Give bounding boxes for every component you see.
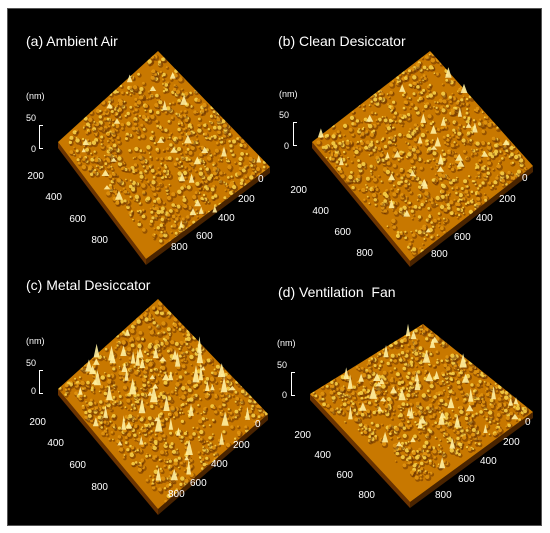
z-tick: 50	[25, 113, 36, 123]
panel-ventilation-fan: (d) Ventilation Fan (nm) 50 0 200 400 60…	[275, 264, 542, 519]
panel-ambient-air: (a) Ambient Air (nm) 50 0 200 400 600 80…	[8, 9, 275, 265]
right-axis-tick: 400	[218, 213, 235, 224]
z-axis-bracket	[39, 125, 43, 149]
z-tick: 50	[276, 360, 287, 370]
right-axis-tick: 0	[258, 174, 264, 185]
right-axis-tick: 0	[525, 417, 531, 428]
left-axis-tick: 400	[47, 438, 64, 449]
panel-title: (d) Ventilation Fan	[278, 284, 396, 300]
left-axis-tick: 200	[27, 171, 44, 182]
left-axis-tick: 600	[336, 470, 353, 481]
z-tick: 0	[283, 141, 289, 151]
right-axis-tick: 200	[238, 194, 255, 205]
left-axis-tick: 200	[29, 417, 46, 428]
right-axis-tick: 800	[435, 490, 452, 501]
z-axis-unit: (nm)	[279, 89, 298, 99]
left-axis-tick: 200	[294, 430, 311, 441]
left-axis-tick: 800	[91, 482, 108, 493]
right-axis-tick: 200	[233, 440, 250, 451]
left-axis-tick: 600	[69, 214, 86, 225]
afm-figure: (a) Ambient Air (nm) 50 0 200 400 600 80…	[7, 8, 542, 526]
z-tick: 0	[30, 144, 36, 154]
right-axis-tick: 400	[211, 459, 228, 470]
z-tick: 50	[278, 110, 289, 120]
left-axis-tick: 800	[356, 248, 373, 259]
left-axis-tick: 200	[290, 185, 307, 196]
right-axis-tick: 0	[255, 419, 261, 430]
right-axis-tick: 800	[171, 242, 188, 253]
right-axis-tick: 400	[480, 456, 497, 467]
right-axis-tick: 400	[476, 213, 493, 224]
right-axis-tick: 800	[168, 489, 185, 500]
left-axis-tick: 600	[69, 460, 86, 471]
panel-clean-desiccator: (b) Clean Desiccator (nm) 50 0 200 400 6…	[275, 9, 542, 267]
panel-title: (b) Clean Desiccator	[278, 33, 406, 49]
right-axis-tick: 600	[454, 232, 471, 243]
z-tick: 0	[281, 390, 287, 400]
right-axis-tick: 600	[458, 474, 475, 485]
right-axis-tick: 800	[431, 249, 448, 260]
z-axis-unit: (nm)	[26, 336, 45, 346]
panel-metal-desiccator: (c) Metal Desiccator (nm) 50 0 200 400 6…	[8, 264, 275, 519]
right-axis-tick: 600	[196, 231, 213, 242]
left-axis-tick: 400	[312, 206, 329, 217]
afm-surface-plot	[310, 323, 533, 508]
z-axis-unit: (nm)	[26, 91, 45, 101]
afm-surface-plot	[58, 299, 268, 515]
afm-surface-plot	[312, 51, 533, 267]
right-axis-tick: 200	[499, 194, 516, 205]
z-tick: 50	[25, 358, 36, 368]
right-axis-tick: 0	[522, 173, 528, 184]
z-axis-bracket	[291, 372, 295, 396]
left-axis-tick: 800	[358, 490, 375, 501]
z-axis-bracket	[39, 370, 43, 394]
left-axis-tick: 800	[91, 235, 108, 246]
left-axis-tick: 600	[334, 227, 351, 238]
panel-title: (a) Ambient Air	[26, 33, 118, 49]
z-tick: 0	[30, 386, 36, 396]
left-axis-tick: 400	[45, 192, 62, 203]
panel-title: (c) Metal Desiccator	[26, 277, 151, 293]
afm-surface-plot	[58, 51, 270, 265]
right-axis-tick: 200	[503, 437, 520, 448]
right-axis-tick: 600	[190, 478, 207, 489]
z-axis-unit: (nm)	[277, 338, 296, 348]
left-axis-tick: 400	[314, 450, 331, 461]
z-axis-bracket	[293, 122, 297, 146]
